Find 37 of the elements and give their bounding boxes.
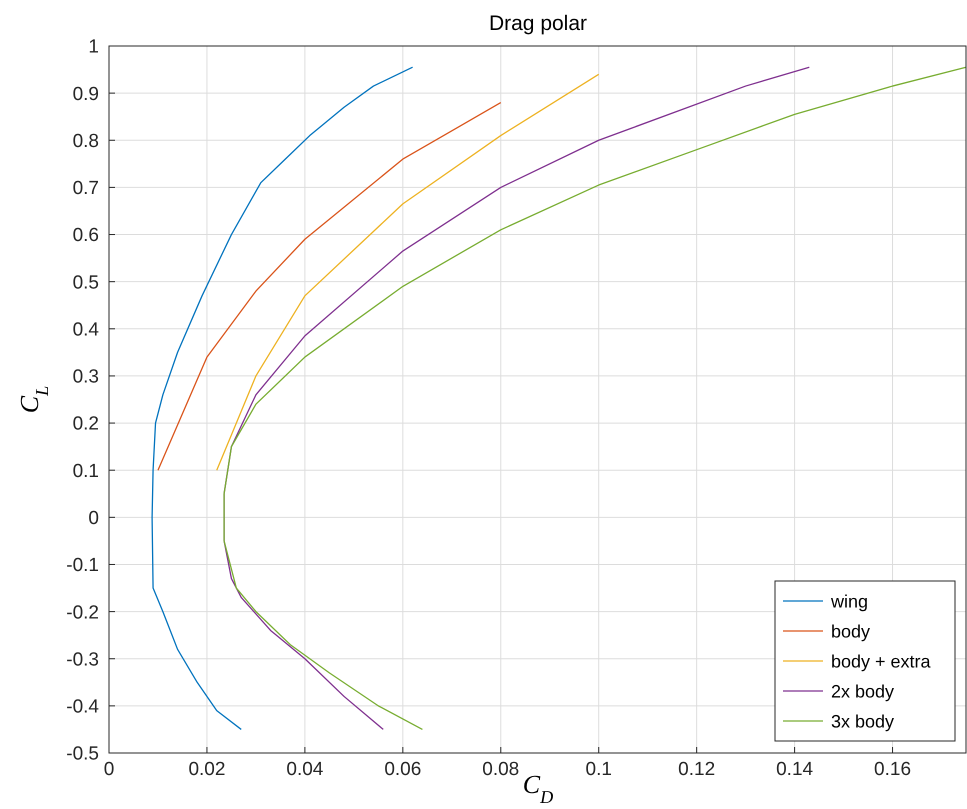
y-tick-label: -0.2	[66, 602, 99, 624]
line-series	[216, 74, 600, 471]
line-series	[151, 66, 414, 730]
line-series	[157, 102, 502, 471]
legend-label: wing	[830, 591, 868, 612]
y-tick-label: -0.1	[66, 555, 99, 576]
y-tick-label: 0.4	[72, 319, 100, 340]
y-tick-label: 0.6	[72, 225, 99, 246]
y-tick-label: 0.5	[72, 272, 99, 294]
y-tick-label: 0.2	[72, 414, 99, 435]
x-tick-label: 0.04	[286, 759, 324, 780]
y-tick-label: 1	[88, 36, 99, 58]
x-tick-label: 0	[104, 759, 114, 780]
x-tick-label: 0.16	[874, 759, 912, 780]
line-series	[223, 66, 967, 730]
x-tick-label: 0.1	[586, 759, 612, 780]
legend-label: 3x body	[831, 711, 894, 732]
y-tick-label: 0.8	[72, 130, 99, 152]
x-tick-label: 0.02	[188, 759, 226, 780]
chart-title: Drag polar	[488, 12, 588, 35]
y-tick-label: -0.4	[66, 696, 100, 718]
y-tick-label: 0	[88, 508, 99, 529]
y-tick-label: 0.9	[72, 84, 99, 105]
x-tick-label: 0.12	[678, 759, 716, 780]
y-tick-label: -0.3	[66, 649, 99, 670]
line-series	[223, 66, 810, 730]
y-tick-label: 0.7	[72, 178, 99, 200]
legend-label: body + extra	[831, 651, 932, 672]
y-tick-label: -0.5	[66, 744, 99, 765]
legend-label: 2x body	[831, 681, 894, 702]
y-tick-label: 0.3	[72, 366, 99, 388]
y-tick-label: 0.1	[72, 460, 99, 482]
x-tick-label: 0.08	[482, 759, 520, 780]
x-axis-title: C$_{D}$	[522, 770, 554, 807]
x-tick-label: 0.14	[776, 759, 814, 780]
legend-label: body	[831, 621, 870, 642]
x-tick-label: 0.06	[384, 759, 422, 780]
